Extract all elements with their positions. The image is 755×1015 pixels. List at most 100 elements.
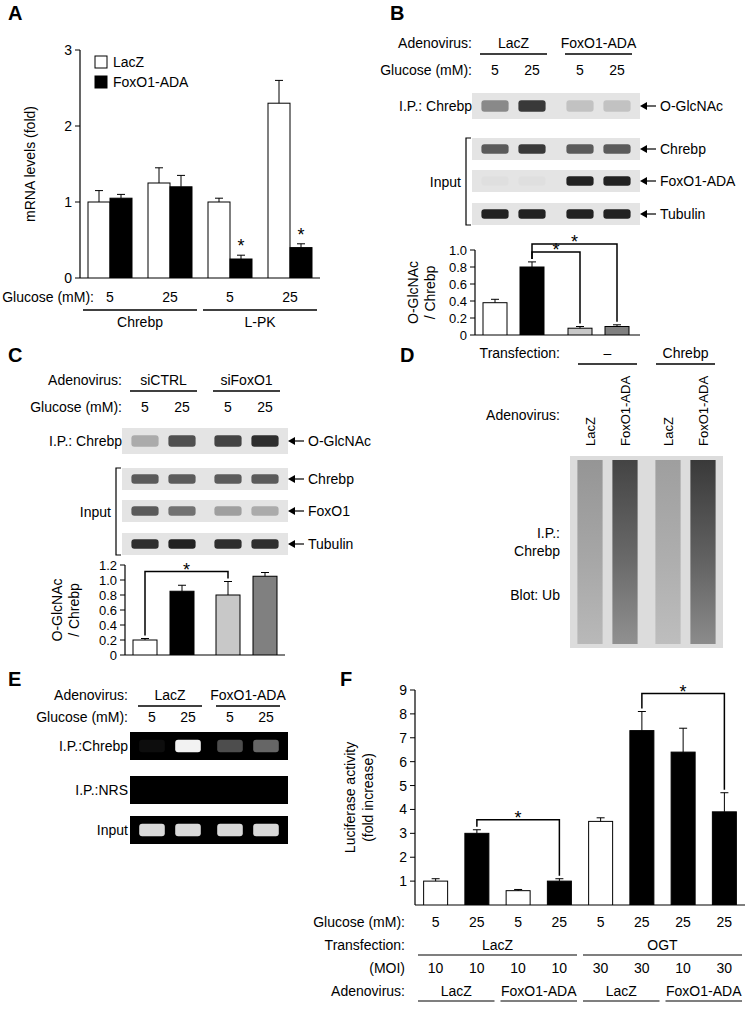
ubiquitin-smear bbox=[577, 460, 602, 644]
y-axis-label: (fold increase) bbox=[360, 753, 376, 842]
band bbox=[168, 539, 195, 549]
bars bbox=[424, 712, 737, 906]
arrow-head bbox=[288, 475, 295, 483]
band-label: Tubulin bbox=[660, 206, 705, 222]
y-tick bbox=[470, 318, 475, 319]
header-item: LacZ bbox=[498, 35, 530, 51]
header-item: LacZ bbox=[661, 417, 676, 446]
y-tick bbox=[120, 565, 125, 566]
bar bbox=[208, 202, 230, 278]
y-axis-label: O-GlcNAc bbox=[49, 579, 65, 642]
y-tick-label: 0.8 bbox=[449, 260, 467, 275]
header-label: Glucose (mM): bbox=[36, 709, 128, 725]
bar bbox=[605, 327, 629, 336]
panel-label: F bbox=[340, 668, 352, 690]
band bbox=[603, 209, 630, 219]
group-label: Chrebp bbox=[117, 314, 163, 330]
blot-strip bbox=[122, 500, 288, 522]
header-item: siCTRL bbox=[140, 372, 187, 388]
y-tick bbox=[410, 713, 415, 714]
group-label: Input bbox=[80, 504, 111, 520]
band bbox=[217, 784, 243, 796]
header-item: – bbox=[604, 345, 612, 361]
bar bbox=[170, 591, 194, 655]
band bbox=[253, 784, 279, 796]
y-tick-label: 0.6 bbox=[449, 277, 467, 292]
band bbox=[214, 474, 241, 484]
row-item: 30 bbox=[717, 960, 733, 976]
band bbox=[168, 474, 195, 484]
row-line bbox=[418, 954, 577, 955]
significance-star: * bbox=[680, 682, 687, 702]
band-label: Tubulin bbox=[308, 536, 353, 552]
legend-label: FoxO1-ADA bbox=[113, 74, 189, 90]
y-tick-label: 0.2 bbox=[99, 633, 117, 648]
row-item: OGT bbox=[647, 937, 678, 953]
error-bar bbox=[679, 728, 687, 752]
y-tick bbox=[75, 278, 80, 279]
group-bracket bbox=[466, 138, 471, 225]
blot-strip bbox=[130, 816, 288, 844]
error-bar bbox=[95, 191, 103, 202]
blot: Adenovirus:siCTRLsiFoxO1Glucose (mM):525… bbox=[30, 372, 371, 555]
band bbox=[566, 100, 593, 111]
y-axis-label: mRNA levels (fold) bbox=[22, 106, 38, 222]
significance-star: * bbox=[552, 240, 559, 260]
bars bbox=[483, 262, 629, 335]
row-item: LacZ bbox=[482, 937, 514, 953]
bar bbox=[547, 881, 571, 905]
y-tick bbox=[410, 785, 415, 786]
ubiquitin-smear bbox=[655, 460, 680, 644]
header-line bbox=[578, 363, 637, 365]
figure: ABCDEF0123mRNA levels (fold)**LacZFoxO1-… bbox=[0, 0, 755, 1015]
y-tick-label: 2 bbox=[64, 118, 72, 134]
header-item: LacZ bbox=[583, 417, 598, 446]
bar bbox=[253, 576, 277, 655]
error-bar bbox=[177, 175, 185, 186]
row-item: FoxO1-ADA bbox=[501, 983, 577, 999]
blot-label: Blot: Ub bbox=[510, 587, 560, 603]
row-label: (MOI) bbox=[369, 960, 405, 976]
band bbox=[175, 784, 201, 796]
x-tick-label: 5 bbox=[597, 914, 605, 930]
header-item: 5 bbox=[148, 709, 156, 725]
error-bar bbox=[613, 325, 621, 327]
y-tick bbox=[75, 126, 80, 127]
band bbox=[481, 209, 508, 219]
y-tick bbox=[410, 881, 415, 882]
bars bbox=[88, 80, 312, 278]
bar bbox=[589, 821, 613, 905]
band-label: Chrebp bbox=[308, 471, 354, 487]
significance-bracket bbox=[145, 572, 228, 636]
blot-strip bbox=[570, 456, 723, 648]
row-line bbox=[583, 954, 742, 955]
header-item: 5 bbox=[491, 62, 499, 78]
y-tick bbox=[410, 690, 415, 691]
y-axis-label: Luciferase activity bbox=[342, 742, 358, 853]
blot-strip bbox=[472, 170, 640, 192]
y-tick bbox=[120, 580, 125, 581]
bar bbox=[483, 303, 507, 335]
error-bar bbox=[224, 582, 232, 596]
header-item: 25 bbox=[257, 399, 273, 415]
band bbox=[131, 539, 158, 549]
ubiquitin-smear bbox=[690, 460, 715, 644]
panel-label: A bbox=[8, 2, 22, 24]
error-bar bbox=[528, 262, 536, 267]
row-line bbox=[583, 1000, 660, 1001]
row-item: 30 bbox=[593, 960, 609, 976]
row-item: 10 bbox=[510, 960, 526, 976]
x-tick-label: 25 bbox=[634, 914, 650, 930]
blot-strip bbox=[472, 93, 640, 119]
header-line bbox=[138, 705, 202, 707]
error-bar bbox=[117, 194, 125, 198]
row-label: Input bbox=[97, 822, 128, 838]
row-label: Transfection: bbox=[325, 937, 405, 953]
header-label: Adenovirus: bbox=[398, 35, 472, 51]
error-bar bbox=[215, 198, 223, 202]
group-line bbox=[83, 309, 197, 311]
significance-bracket bbox=[642, 694, 725, 790]
x-tick-label: 25 bbox=[469, 914, 485, 930]
row-label: I.P.: Chrebp bbox=[399, 98, 472, 114]
band-label: Chrebp bbox=[660, 141, 706, 157]
